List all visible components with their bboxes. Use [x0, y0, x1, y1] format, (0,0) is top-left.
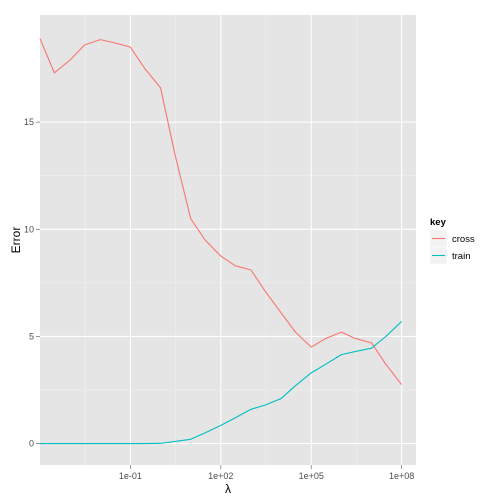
legend-title: key	[430, 217, 447, 228]
y-axis: 0 5 10 15	[24, 117, 40, 449]
x-tick-label: 1e+02	[208, 471, 233, 481]
y-axis-title: Error	[9, 227, 23, 254]
y-tick-label: 0	[29, 439, 34, 449]
x-tick-label: 1e+08	[389, 471, 414, 481]
series-lines	[39, 38, 403, 445]
grid-minor	[40, 15, 416, 465]
series-line-train	[40, 321, 402, 445]
x-tick-label: 1e+05	[299, 471, 324, 481]
series-line-cross	[39, 38, 403, 385]
legend: key cross train	[429, 217, 475, 265]
y-tick-label: 15	[24, 117, 34, 127]
legend-label-cross: cross	[452, 234, 475, 245]
x-tick-label: 1e-01	[119, 471, 142, 481]
grid-major	[40, 15, 416, 465]
y-tick-label: 10	[24, 224, 34, 234]
legend-label-train: train	[452, 251, 470, 262]
x-axis-title: λ	[225, 482, 231, 496]
plot-panel	[40, 15, 416, 465]
x-axis: 1e-01 1e+02 1e+05 1e+08	[119, 465, 414, 481]
y-tick-label: 5	[29, 331, 34, 341]
